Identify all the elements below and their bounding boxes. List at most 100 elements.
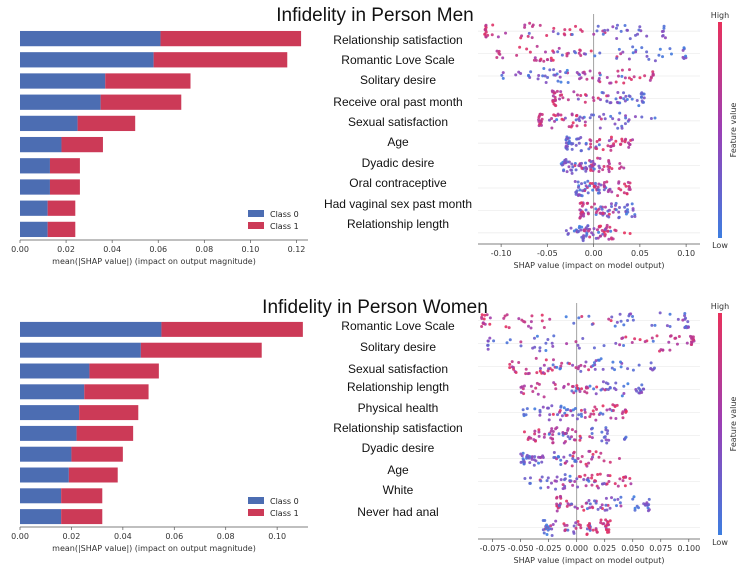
men-bar-bar-0-2 [20,73,106,89]
men-swarm-point-2 [501,71,505,75]
men-swarm-point-8 [610,204,614,208]
women-swarm-point-5 [566,428,570,432]
men-swarm-point-9 [587,229,591,233]
women-swarm-point-9 [550,533,554,537]
men-swarm-point-1 [631,51,635,55]
women-swarm-point-3 [620,394,624,398]
men-bar-legend-label-1: Class 1 [270,222,299,231]
men-swarm-point-0 [545,34,549,38]
men-swarm-point-7 [590,182,594,186]
women-bar-bar-1-5 [76,425,134,441]
men-swarm-point-1 [653,59,657,63]
men-swarm-point-0 [663,36,667,40]
men-bar-bar-0-1 [20,52,154,68]
women-swarm-point-0 [564,315,568,319]
women-swarm-point-2 [583,364,587,368]
women-swarm-point-3 [566,382,570,386]
men-swarm-point-2 [526,73,530,77]
men-swarm-point-6 [573,164,577,168]
women-swarm-point-1 [677,335,681,339]
men-swarm-point-2 [616,69,620,73]
men-swarm-point-2 [609,81,613,85]
women-swarm-point-5 [547,432,551,436]
women-swarm-point-1 [622,344,626,348]
men-swarm-point-3 [637,104,641,108]
women-swarm-point-6 [526,455,530,459]
women-swarm-point-4 [538,410,542,414]
men-swarm-point-5 [567,141,571,145]
men-swarm-point-2 [622,81,626,85]
men-swarm-point-3 [572,90,576,94]
women-swarm-point-0 [530,314,534,318]
women-swarm-point-3 [537,382,541,386]
women-swarm-point-6 [530,457,534,461]
men-swarm-point-3 [618,101,622,105]
women-swarm-point-3 [614,381,618,385]
women-swarm-point-6 [590,457,594,461]
men-swarm-point-7 [596,188,600,192]
women-swarm-point-3 [640,390,644,394]
women-swarm-point-2 [541,371,545,375]
men-swarm-point-0 [603,28,607,32]
men-swarm-point-2 [632,75,636,79]
women-swarm-point-4 [556,413,560,417]
women-swarm-point-3 [622,384,626,388]
women-swarm-point-0 [587,314,591,318]
women-swarm-point-5 [569,435,573,439]
women-swarm-point-0 [485,313,489,317]
women-swarm-point-6 [557,455,561,459]
women-swarm-point-4 [592,412,596,416]
women-swarm-point-7 [583,473,587,477]
women-swarm-point-4 [541,405,545,409]
men-swarm-point-4 [538,122,542,126]
men-charts-svg: 0.00 0.02 0.04 0.06 0.08 0.10 0.12 mean(|SHAP v… [11,11,738,270]
men-swarm-point-4 [539,112,543,116]
men-swarm-point-4 [583,123,587,127]
men-swarm-point-7 [602,180,606,184]
women-swarm-point-0 [626,319,630,323]
women-swarm-point-4 [611,403,615,407]
men-swarm-point-2 [614,80,618,84]
women-swarm-point-6 [594,450,598,454]
men-swarm-point-0 [519,36,523,40]
men-swarm-point-6 [589,160,593,164]
men-bar-bar-1-1 [153,52,288,68]
men-bar-xtick-label: 0.00 [11,245,29,254]
women-bar-bar-0-0 [20,321,162,337]
women-swarm-point-2 [571,363,575,367]
men-swarm-point-3 [622,91,626,95]
men-bar-bar-0-8 [20,200,48,216]
men-swarm-point-8 [614,208,618,212]
women-swarm-point-7 [623,484,627,488]
men-swarm-point-4 [598,126,602,130]
women-swarm-point-5 [542,435,546,439]
men-swarm-point-0 [628,37,632,41]
women-swarm-point-8 [580,505,584,509]
women-swarm-point-8 [613,498,617,502]
women-swarm-point-0 [684,316,688,320]
men-swarm-point-7 [627,187,631,191]
men-swarm-xtick-label: 0.05 [631,249,649,258]
men-swarm-point-3 [559,90,563,94]
men-bar-xtick-label: 0.08 [195,245,213,254]
men-swarm-point-4 [553,119,557,123]
men-swarm-point-7 [616,194,620,198]
women-swarm-point-5 [533,432,537,436]
men-swarm-point-1 [518,45,522,49]
men-swarm-point-9 [576,230,580,234]
women-swarm-point-7 [613,482,617,486]
women-swarm-point-5 [527,435,531,439]
women-swarm-point-3 [608,386,612,390]
women-swarm-point-9 [572,524,576,528]
men-swarm-point-7 [625,192,629,196]
men-swarm-point-6 [580,161,584,165]
women-swarm-point-7 [546,485,550,489]
women-swarm-point-3 [522,384,526,388]
women-swarm-point-3 [578,389,582,393]
women-swarm-point-2 [613,368,617,372]
men-swarm-point-6 [571,165,575,169]
women-swarm-point-2 [512,367,516,371]
women-swarm-point-4 [601,412,605,416]
women-swarm-point-6 [570,464,574,468]
women-bar-bar-1-2 [89,363,159,379]
